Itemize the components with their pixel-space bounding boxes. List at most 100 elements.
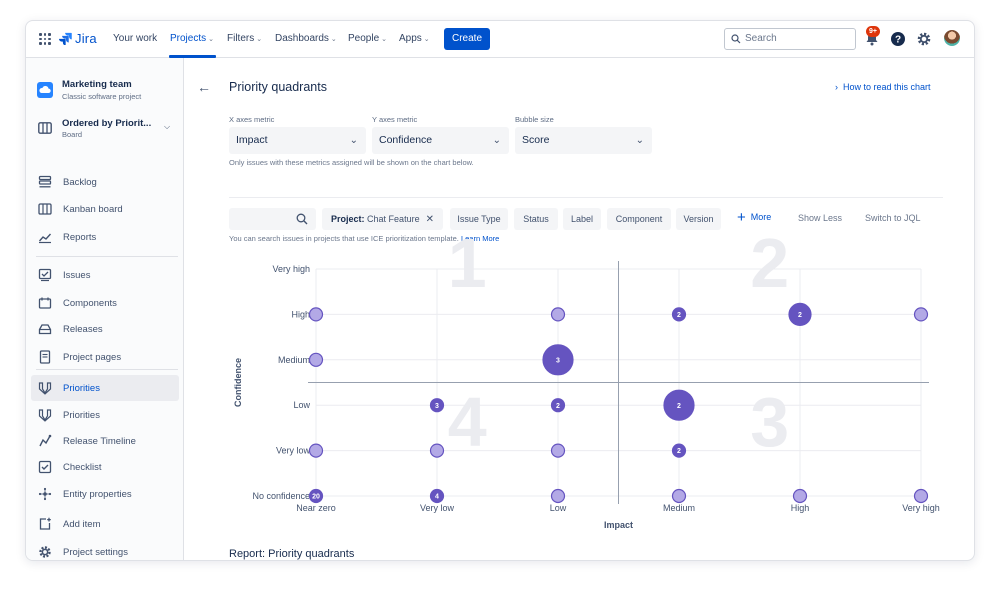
- x-tick-label: Near zero: [296, 503, 336, 513]
- jira-logo[interactable]: Jira: [59, 31, 97, 46]
- quadrant-label: 4: [448, 383, 487, 461]
- bubble: [308, 488, 324, 504]
- more-filters-button[interactable]: + More: [737, 209, 771, 226]
- sidebar-item-label: Checklist: [63, 461, 102, 473]
- sidebar-item-components[interactable]: Components: [31, 290, 179, 316]
- sidebar-item-project-pages[interactable]: Project pages: [31, 344, 179, 370]
- bubble-count-label: 2: [677, 403, 681, 410]
- help-icon[interactable]: ?: [890, 31, 906, 47]
- bubble: [308, 443, 324, 458]
- bubble-size-select[interactable]: Score ⌄: [515, 127, 652, 154]
- bubble: [671, 307, 687, 322]
- nav-people-label: People: [348, 33, 380, 44]
- kanban-board-icon: [38, 203, 52, 215]
- sidebar-item-project-settings[interactable]: Project settings: [31, 539, 179, 560]
- nav-people[interactable]: People ⌄: [348, 33, 387, 44]
- nav-filters[interactable]: Filters ⌄: [227, 33, 262, 44]
- main-content: ← Priority quadrants › How to read this …: [185, 58, 974, 560]
- status-filter[interactable]: Status: [514, 208, 558, 230]
- project-type: Classic software project: [62, 92, 142, 101]
- y-tick-label: High: [291, 309, 310, 319]
- search-input[interactable]: Search: [724, 28, 856, 50]
- bubble-count-label: 2: [556, 403, 560, 410]
- sidebar-divider: [36, 256, 178, 257]
- releases-icon: [38, 324, 52, 335]
- x-tick-label: High: [791, 503, 810, 513]
- issue-type-filter[interactable]: Issue Type: [450, 208, 508, 230]
- sidebar-item-priorities[interactable]: Priorities: [31, 402, 179, 428]
- more-filters-label: More: [750, 212, 772, 222]
- settings-gear-icon[interactable]: [916, 31, 932, 47]
- quadrant-label: 1: [448, 224, 487, 302]
- sidebar-item-backlog[interactable]: Backlog: [31, 169, 179, 195]
- sidebar-item-add-item[interactable]: Add item: [31, 511, 179, 537]
- bubble: [550, 443, 566, 458]
- bubble-count-label: 2: [677, 448, 681, 455]
- sidebar-item-reports[interactable]: Reports: [31, 224, 179, 250]
- reports-icon: [38, 233, 52, 244]
- switch-to-jql-button[interactable]: Switch to JQL: [865, 213, 921, 223]
- sidebar-divider: [36, 369, 178, 370]
- user-avatar[interactable]: [944, 30, 960, 46]
- x-metric-select[interactable]: Impact ⌄: [229, 127, 366, 154]
- filter-search-input[interactable]: [229, 208, 316, 230]
- app-switcher-icon[interactable]: [39, 33, 51, 45]
- bubble-size-label: Bubble size: [515, 115, 554, 124]
- bubble-count-label: 3: [556, 357, 560, 364]
- filter-help-text: You can search issues in projects that u…: [229, 234, 499, 243]
- priorities-icon: [38, 409, 52, 422]
- nav-dashboards-label: Dashboards: [275, 33, 329, 44]
- bubble: [429, 488, 445, 504]
- create-button[interactable]: Create: [444, 28, 490, 50]
- sidebar-item-priorities-active[interactable]: Priorities: [31, 375, 179, 401]
- y-metric-select[interactable]: Confidence ⌄: [372, 127, 509, 154]
- x-tick-label: Very high: [902, 503, 940, 513]
- chevron-right-icon: ›: [835, 82, 843, 92]
- bubble: [550, 488, 566, 504]
- sidebar-item-entity-properties[interactable]: Entity properties: [31, 481, 179, 507]
- bubble: [542, 344, 574, 376]
- sidebar-item-issues[interactable]: Issues: [31, 262, 179, 288]
- cloud-icon: [39, 86, 51, 93]
- sidebar-item-label: Issues: [63, 269, 91, 281]
- board-selector[interactable]: Ordered by Priorit...: [62, 118, 152, 129]
- sidebar-item-releases[interactable]: Releases: [31, 316, 179, 342]
- chevron-down-icon[interactable]: ⌵: [164, 122, 171, 131]
- nav-your-work[interactable]: Your work: [113, 33, 157, 44]
- sidebar-item-checklist[interactable]: Checklist: [31, 454, 179, 480]
- nav-projects[interactable]: Projects ⌄: [170, 33, 214, 44]
- project-filter-chip[interactable]: Project: Chat Feature ✕: [322, 208, 443, 230]
- report-title: Report: Priority quadrants: [229, 548, 355, 560]
- sidebar-item-label: Project pages: [63, 351, 122, 363]
- chevron-down-icon: ⌄: [423, 36, 430, 43]
- top-navigation: Jira Your work Projects ⌄ Filters ⌄ Dashbo…: [26, 21, 974, 58]
- project-avatar-icon[interactable]: [37, 82, 53, 98]
- bubble: [308, 307, 324, 322]
- notifications-badge: 9+: [866, 26, 880, 37]
- back-arrow-icon[interactable]: ←: [197, 79, 211, 95]
- entity-properties-icon: [38, 487, 52, 501]
- show-less-button[interactable]: Show Less: [798, 213, 843, 223]
- label-filter[interactable]: Label: [563, 208, 601, 230]
- y-metric-value: Confidence: [379, 134, 433, 146]
- page-title: Priority quadrants: [229, 80, 327, 94]
- y-tick-label: No confidence: [252, 491, 310, 501]
- sidebar-item-label: Kanban board: [63, 203, 123, 215]
- sidebar-item-label: Priorities: [63, 382, 100, 394]
- sidebar-item-label: Backlog: [63, 176, 97, 188]
- how-to-read-link[interactable]: › How to read this chart: [835, 82, 931, 92]
- learn-more-link[interactable]: Learn More: [460, 234, 500, 243]
- project-filter-value: Chat Feature: [367, 214, 420, 224]
- chevron-down-icon: ⌄: [208, 36, 214, 43]
- nav-apps[interactable]: Apps ⌄: [399, 33, 430, 44]
- component-filter[interactable]: Component: [607, 208, 671, 230]
- nav-dashboards[interactable]: Dashboards ⌄: [275, 33, 337, 44]
- sidebar-item-kanban-board[interactable]: Kanban board: [31, 196, 179, 222]
- backlog-icon: [38, 175, 52, 188]
- checklist-icon: [38, 460, 52, 474]
- version-filter[interactable]: Version: [676, 208, 721, 230]
- sidebar-item-label: Priorities: [63, 409, 100, 421]
- y-tick-label: Medium: [278, 355, 310, 365]
- sidebar-item-release-timeline[interactable]: Release Timeline: [31, 428, 179, 454]
- close-icon[interactable]: ✕: [425, 214, 434, 225]
